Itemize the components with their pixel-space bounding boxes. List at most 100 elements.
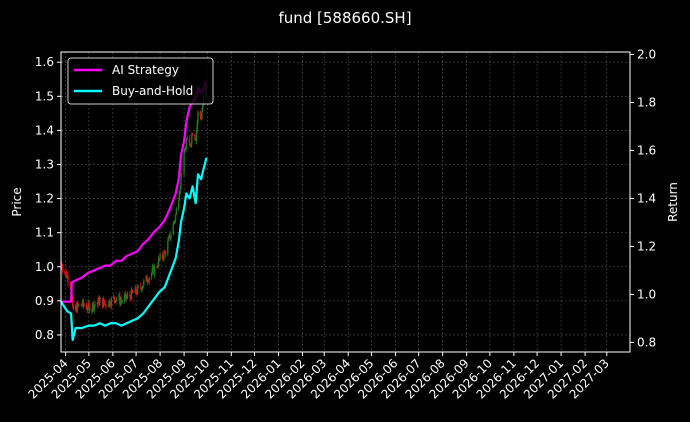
- candle-body: [88, 304, 91, 312]
- candle-body: [113, 296, 116, 300]
- candle-body: [75, 305, 78, 312]
- candle-body: [61, 263, 63, 268]
- candle-body: [172, 223, 174, 235]
- y-left-tick-label: 0.9: [35, 294, 54, 308]
- candle-body: [115, 299, 117, 303]
- candle-body: [164, 251, 166, 253]
- series-line-buy-and-hold: [60, 157, 208, 342]
- candle-body: [64, 271, 67, 273]
- candle-body: [150, 273, 153, 278]
- candle-body: [83, 305, 85, 307]
- candle-body: [129, 294, 131, 297]
- candle-body: [186, 137, 188, 140]
- candle-body: [140, 287, 143, 291]
- candle-body: [181, 172, 183, 174]
- candle-body: [114, 299, 116, 303]
- candle-body: [190, 143, 192, 146]
- candle-body: [191, 134, 194, 136]
- candle-body: [197, 111, 199, 122]
- y-right-tick-label: 1.8: [637, 95, 656, 109]
- candle-body: [195, 130, 198, 142]
- y-right-tick-label: 1.6: [637, 143, 656, 157]
- y-right-tick-label: 1.2: [637, 239, 656, 253]
- y-right-tick-label: 1.4: [637, 191, 656, 205]
- candle-body: [124, 293, 126, 296]
- candle-body: [118, 295, 120, 299]
- candle-body: [92, 302, 95, 310]
- candle-body: [94, 304, 96, 306]
- candle-body: [119, 300, 122, 304]
- candle-body: [180, 172, 182, 186]
- candle-body: [72, 306, 75, 310]
- candle-body: [87, 302, 89, 310]
- candle-body: [81, 305, 83, 306]
- candle-body: [179, 185, 181, 194]
- candle-body: [103, 299, 106, 304]
- candle-body: [167, 237, 170, 241]
- candle-body: [76, 303, 78, 312]
- candle-body: [185, 139, 188, 149]
- candle-body: [110, 297, 113, 306]
- candle-body: [78, 304, 80, 306]
- candle-body: [156, 266, 158, 268]
- candle-body: [80, 304, 82, 306]
- candle-body: [98, 297, 100, 305]
- y-left-tick-label: 1.4: [35, 123, 54, 137]
- candle-body: [96, 302, 99, 305]
- candle-body: [153, 266, 155, 275]
- candle-body: [66, 275, 68, 278]
- candle-body: [168, 234, 171, 238]
- y-left-tick-label: 1.2: [35, 192, 54, 206]
- candle-body: [82, 300, 85, 306]
- candle-body: [137, 286, 140, 288]
- candle-body: [162, 257, 164, 259]
- candle-body: [153, 266, 156, 275]
- candle-body: [148, 277, 150, 282]
- candle-body: [161, 254, 164, 258]
- candle-body: [152, 266, 154, 269]
- y-left-tick-label: 1.3: [35, 158, 54, 172]
- candle-body: [164, 252, 167, 255]
- candle-body: [200, 116, 202, 120]
- candle-body: [129, 296, 132, 300]
- candle-body: [163, 251, 165, 259]
- candle-body: [120, 300, 123, 302]
- candle-body: [141, 287, 143, 291]
- left-y-axis-ticks: 0.8 0.9 1.0 1.1 1.2 1.3 1.4 1.5 1.6: [35, 55, 61, 342]
- candle-body: [125, 293, 127, 299]
- legend-label-buy-and-hold: Buy-and-Hold: [112, 84, 193, 98]
- candle-body: [107, 306, 109, 307]
- legend-box: [67, 57, 214, 105]
- candle-body: [147, 281, 149, 283]
- candle-body: [201, 105, 204, 112]
- candle-body: [177, 200, 180, 209]
- plot-frame: [60, 51, 631, 353]
- candle-body: [92, 302, 94, 309]
- candle-body: [195, 139, 197, 142]
- candle-body: [174, 214, 177, 221]
- y-left-tick-label: 1.1: [35, 226, 54, 240]
- candle-body: [169, 234, 171, 239]
- candle-body: [88, 302, 90, 305]
- candle-body: [199, 111, 202, 117]
- candle-body: [97, 297, 99, 303]
- candle-body: [75, 305, 77, 310]
- candle-body: [108, 300, 110, 307]
- candle-body: [105, 304, 107, 307]
- candle-body: [142, 285, 144, 288]
- chart-title: fund [588660.SH]: [278, 9, 411, 27]
- candle-body: [184, 151, 186, 153]
- candle-body: [67, 275, 69, 283]
- series-line-ai-strategy: [61, 80, 208, 303]
- candle-body: [99, 297, 102, 300]
- candle-body: [81, 300, 84, 306]
- candle-body: [201, 111, 203, 120]
- candle-body: [126, 294, 129, 297]
- candle-body: [178, 193, 181, 201]
- candle-body: [175, 208, 178, 215]
- candle-body: [184, 148, 187, 152]
- candle-body: [196, 121, 198, 131]
- candle-body: [188, 137, 191, 146]
- candle-body: [134, 287, 137, 294]
- candle-body: [189, 145, 191, 147]
